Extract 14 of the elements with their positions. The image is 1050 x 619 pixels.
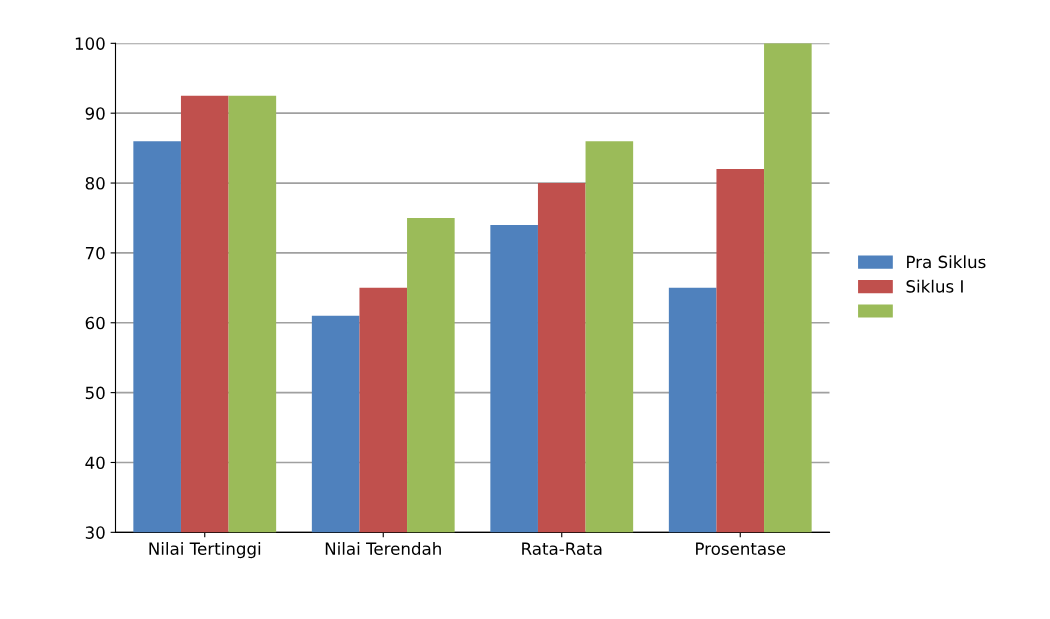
y-tick-label: 60 bbox=[85, 316, 105, 330]
y-tick-label: 90 bbox=[85, 107, 105, 120]
y-tick-label: 50 bbox=[85, 386, 105, 400]
x-tick-label: Prosentase bbox=[696, 542, 786, 555]
y-tick-label: 100 bbox=[75, 37, 105, 50]
y-tick-label: 80 bbox=[85, 177, 105, 190]
y-tick-label: 40 bbox=[85, 456, 105, 470]
legend-label: Siklus I bbox=[906, 279, 963, 293]
x-tick-label: Nilai Tertinggi bbox=[149, 542, 261, 559]
x-tick-label: Nilai Terendah bbox=[325, 542, 441, 555]
legend-label: Pra Siklus bbox=[907, 255, 986, 269]
x-tick-label: Rata-Rata bbox=[522, 542, 602, 555]
y-tick-label: 30 bbox=[85, 526, 105, 539]
y-tick-label: 70 bbox=[85, 246, 105, 260]
